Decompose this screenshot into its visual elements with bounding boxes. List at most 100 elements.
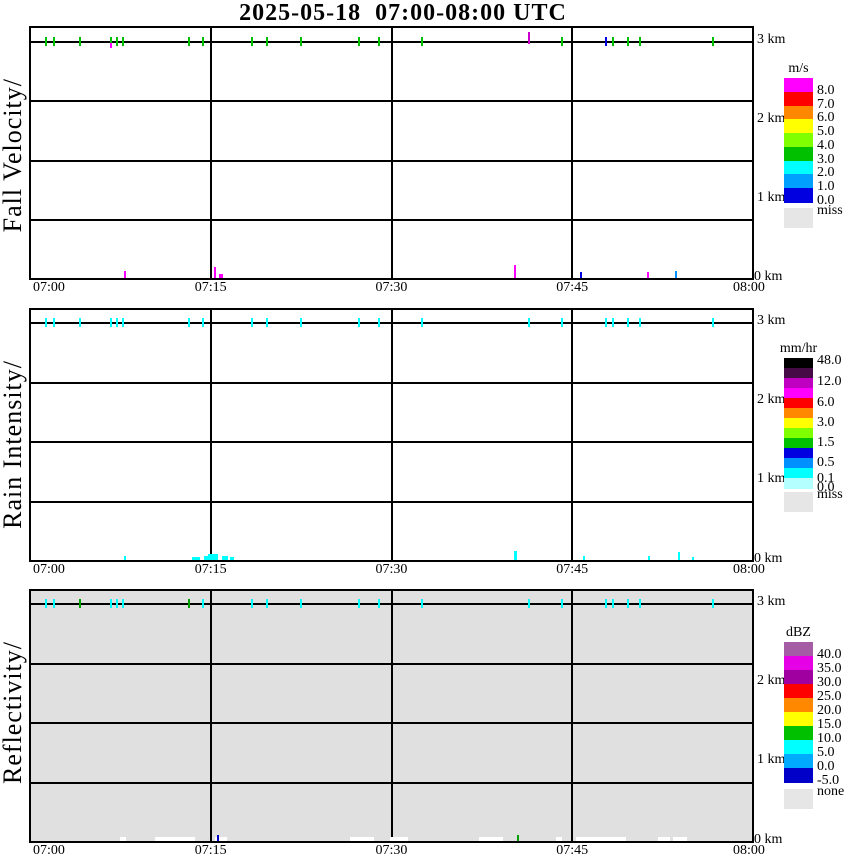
echo-top-mark <box>604 37 607 46</box>
colorbar-scale-label: 5.0 <box>817 745 835 760</box>
reflectivity-plot <box>29 589 754 843</box>
echo-top-mark <box>627 37 629 46</box>
echo-top-mark <box>378 599 381 608</box>
surface-mark <box>576 837 586 841</box>
surface-mark <box>222 556 229 560</box>
surface-mark <box>516 835 519 841</box>
colorbar-swatch <box>784 684 813 699</box>
colorbar-swatch <box>784 91 813 107</box>
height-gridline <box>31 218 752 221</box>
colorbar-scale-label: 3.0 <box>817 415 835 430</box>
colorbar-scale-label: 4.0 <box>817 137 835 153</box>
echo-top-mark <box>202 318 204 327</box>
echo-top-mark <box>78 318 81 327</box>
surface-mark <box>349 837 374 841</box>
colorbar-swatch <box>784 478 813 489</box>
colorbar-units-title: dBZ <box>786 625 811 640</box>
colorbar-swatch <box>784 448 813 459</box>
surface-mark <box>230 557 235 560</box>
colorbar-scale-label: -5.0 <box>817 773 840 788</box>
colorbar-swatch <box>784 188 813 203</box>
x-tick-label: 07:45 <box>556 562 589 577</box>
colorbar-swatch <box>784 146 813 162</box>
colorbar-scale-label: 20.0 <box>817 703 842 718</box>
echo-top-mark <box>115 318 118 327</box>
echo-top-mark <box>202 599 204 608</box>
colorbar-scale-label: 7.0 <box>817 96 835 112</box>
surface-mark <box>478 837 503 841</box>
colorbar-missing-swatch <box>784 208 813 228</box>
surface-mark <box>218 274 223 278</box>
surface-mark <box>691 557 694 560</box>
surface-mark <box>677 552 680 560</box>
height-tick-label: 2 km <box>757 673 786 688</box>
colorbar-swatch <box>784 656 813 671</box>
surface-mark <box>647 556 650 560</box>
echo-top-mark <box>358 318 361 327</box>
echo-top-mark <box>627 318 629 327</box>
echo-top-mark <box>378 318 381 327</box>
colorbar-swatch <box>784 698 813 713</box>
colorbar-swatch <box>784 358 813 369</box>
x-tick-label: 07:00 <box>33 280 65 295</box>
echo-top-mark <box>358 599 361 608</box>
surface-mark <box>647 272 649 278</box>
surface-mark <box>674 271 677 278</box>
time-gridline <box>390 310 393 560</box>
colorbar-swatch <box>784 740 813 755</box>
surface-mark <box>204 556 208 560</box>
height-gridline <box>31 662 752 665</box>
colorbar-scale-label: 40.0 <box>817 647 842 662</box>
time-gridline <box>571 310 574 560</box>
echo-top-mark <box>420 37 423 46</box>
x-tick-label: 07:30 <box>375 280 408 295</box>
echo-top-mark <box>560 318 563 327</box>
colorbar-scale-label: 5.0 <box>817 124 835 140</box>
surface-mark <box>390 837 409 841</box>
echo-top-mark <box>121 318 124 327</box>
time-gridline <box>209 591 212 841</box>
colorbar-swatch <box>784 408 813 419</box>
echo-top-mark <box>121 599 124 608</box>
colorbar-scale-label: 35.0 <box>817 661 842 676</box>
colorbar-scale-label: 8.0 <box>817 82 835 98</box>
echo-top-line <box>31 322 752 324</box>
height-tick-label: 3 km <box>757 313 786 328</box>
echo-top-mark <box>611 599 614 608</box>
echo-top-mark <box>121 37 124 46</box>
surface-mark <box>657 837 670 841</box>
x-tick-label: 07:15 <box>194 280 227 295</box>
colorbar-swatch <box>784 458 813 469</box>
height-gridline <box>31 441 752 443</box>
height-tick-label: 0 km <box>754 832 783 847</box>
x-tick-label: 07:45 <box>556 843 589 858</box>
colorbar-swatch <box>784 428 813 439</box>
page-title: 2025-05-18 07:00-08:00 UTC <box>239 0 567 26</box>
x-tick-label: 07:00 <box>33 843 65 858</box>
surface-mark <box>217 835 220 841</box>
surface-mark <box>672 837 687 841</box>
echo-top-mark <box>188 599 191 608</box>
colorbar-scale-label: 2.0 <box>817 165 835 181</box>
echo-top-mark <box>52 37 55 46</box>
echo-top-mark <box>44 599 47 608</box>
echo-top-mark <box>627 599 629 608</box>
echo-top-mark <box>611 37 614 46</box>
colorbar-swatch <box>784 378 813 389</box>
surface-mark <box>583 556 586 560</box>
x-tick-label: 07:00 <box>33 562 65 577</box>
colorbar-swatch <box>784 670 813 685</box>
colorbar-units-title: m/s <box>788 61 809 76</box>
height-gridline <box>31 381 752 384</box>
colorbar-swatch <box>784 174 813 189</box>
colorbar-units-title: mm/hr <box>779 341 818 356</box>
height-gridline <box>31 781 752 784</box>
echo-top-mark <box>115 37 118 46</box>
echo-top-mark <box>420 599 423 608</box>
echo-top-mark <box>639 599 642 608</box>
colorbar-scale-label: 3.0 <box>817 151 835 167</box>
echo-top-mark <box>378 37 381 46</box>
echo-top-mark <box>52 599 55 608</box>
colorbar-swatch <box>784 398 813 409</box>
